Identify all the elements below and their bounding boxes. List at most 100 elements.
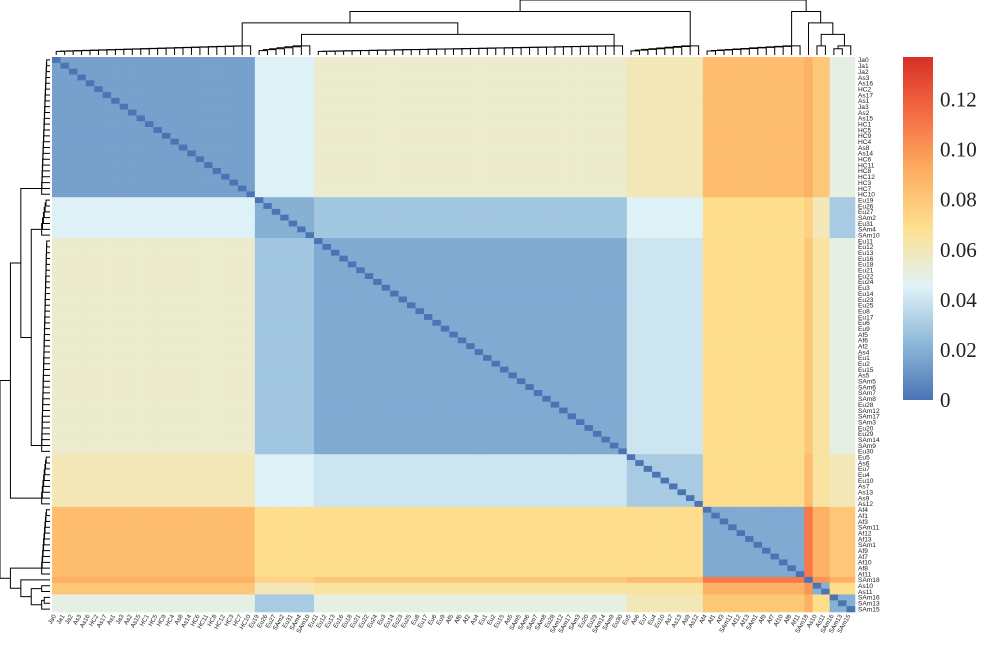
heatmap-cell (474, 284, 484, 291)
heatmap-cell (694, 314, 704, 321)
heatmap-cell (778, 284, 788, 291)
heatmap-cell (483, 360, 492, 367)
heatmap-cell (102, 325, 112, 332)
heatmap-cell (533, 121, 543, 128)
heatmap-cell (592, 115, 602, 122)
heatmap-cell (85, 243, 95, 251)
heatmap-cell (381, 62, 391, 69)
heatmap-cell (356, 156, 366, 163)
heatmap-cell (297, 261, 306, 268)
heatmap-cell (762, 261, 771, 268)
heatmap-cell (144, 296, 154, 303)
heatmap-cell (170, 57, 180, 64)
heatmap-cell (271, 226, 281, 233)
heatmap-cell (398, 255, 408, 262)
heatmap-cell (314, 273, 323, 280)
heatmap-cell (643, 144, 653, 151)
heatmap-cell (60, 132, 70, 140)
heatmap-cell (102, 290, 112, 297)
heatmap-cell (618, 243, 628, 251)
heatmap-cell (407, 103, 416, 110)
heatmap-cell (550, 226, 560, 233)
heatmap-cell (254, 162, 264, 169)
heatmap-cell (643, 168, 653, 175)
heatmap-cell (516, 337, 526, 344)
heatmap-cell (85, 168, 95, 175)
heatmap-cell (795, 57, 805, 64)
heatmap-cell (187, 279, 196, 286)
heatmap-cell (736, 191, 746, 198)
heatmap-cell (254, 360, 264, 367)
heatmap-cell (702, 214, 712, 221)
heatmap-cell (525, 226, 535, 233)
heatmap-cell (525, 103, 535, 110)
heatmap-cell (846, 121, 856, 128)
heatmap-cell (508, 156, 518, 163)
heatmap-cell (812, 109, 822, 116)
heatmap-cell (440, 208, 450, 216)
heatmap-cell (339, 179, 349, 186)
heatmap-cell (778, 127, 788, 134)
heatmap-cell (237, 261, 247, 268)
heatmap-cell (559, 144, 568, 151)
heatmap-cell (390, 127, 399, 134)
heatmap-cell (795, 337, 805, 344)
heatmap-cell (280, 156, 289, 163)
heatmap-cell (407, 57, 416, 64)
heatmap-cell (305, 127, 315, 134)
heatmap-cell (846, 214, 856, 221)
heatmap-cell (829, 173, 839, 180)
heatmap-cell (246, 308, 256, 315)
heatmap-cell (804, 86, 814, 93)
heatmap-cell (584, 273, 594, 280)
heatmap-cell (111, 127, 120, 134)
heatmap-cell (144, 319, 154, 327)
heatmap-cell (212, 267, 222, 274)
heatmap-cell (153, 97, 163, 105)
heatmap-cell (677, 156, 687, 163)
heatmap-cell (592, 121, 602, 128)
heatmap-cell (677, 68, 687, 75)
heatmap-cell (643, 132, 653, 140)
heatmap-cell (821, 68, 830, 75)
heatmap-cell (347, 156, 357, 163)
heatmap-cell (491, 325, 501, 332)
heatmap-cell (195, 156, 205, 163)
heatmap-cell (762, 296, 771, 303)
heatmap-cell (559, 349, 568, 356)
heatmap-cell (694, 138, 704, 145)
heatmap-cell (195, 115, 205, 122)
heatmap-cell (204, 68, 213, 75)
heatmap-cell (592, 308, 602, 315)
heatmap-cell (85, 337, 95, 344)
heatmap-cell (778, 197, 788, 204)
heatmap-cell (144, 261, 154, 268)
heatmap-cell (297, 208, 306, 216)
heatmap-cell (474, 92, 484, 99)
heatmap-cell (263, 179, 273, 186)
heatmap-cell (52, 354, 61, 362)
heatmap-cell (423, 319, 433, 327)
heatmap-cell (246, 97, 256, 105)
heatmap-cell (652, 249, 661, 256)
heatmap-cell (626, 80, 636, 87)
heatmap-cell (457, 191, 467, 198)
heatmap-cell (60, 121, 70, 128)
heatmap-cell (838, 144, 847, 151)
heatmap-cell (550, 179, 560, 186)
heatmap-cell (398, 232, 408, 239)
heatmap-cell (237, 302, 247, 309)
heatmap-cell (457, 103, 467, 110)
heatmap-cell (246, 86, 256, 93)
heatmap-cell (592, 249, 602, 256)
heatmap-cell (838, 92, 847, 99)
heatmap-cell (288, 62, 298, 69)
heatmap-cell (144, 302, 154, 309)
heatmap-cell (415, 197, 425, 204)
heatmap-cell (618, 273, 628, 280)
heatmap-cell (838, 349, 847, 356)
heatmap-cell (381, 138, 391, 145)
heatmap-cell (364, 249, 374, 256)
heatmap-cell (787, 62, 797, 69)
heatmap-cell (592, 138, 602, 145)
